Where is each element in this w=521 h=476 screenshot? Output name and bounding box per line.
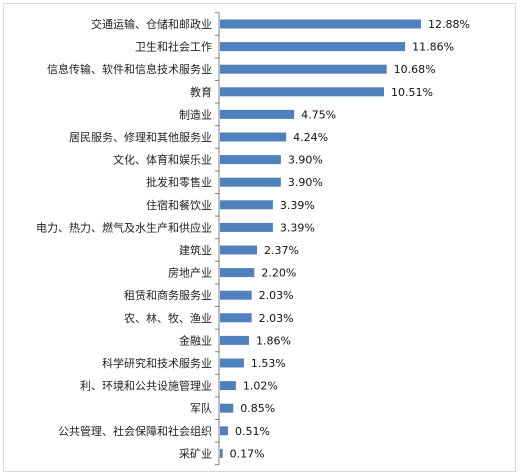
bar <box>220 64 387 74</box>
data-label: 3.39% <box>280 221 315 234</box>
data-label: 4.75% <box>301 108 336 121</box>
category-label: 利、环境和公共设施管理业 <box>80 379 212 393</box>
bar <box>220 177 281 187</box>
data-label: 0.17% <box>230 447 265 460</box>
category-label: 制造业 <box>179 107 212 121</box>
bar <box>220 87 385 97</box>
category-label: 农、林、牧、渔业 <box>124 311 212 325</box>
category-label: 租赁和商务服务业 <box>124 288 212 302</box>
category-label: 居民服务、修理和其他服务业 <box>69 130 212 144</box>
category-label: 房地产业 <box>168 266 212 280</box>
data-label: 4.24% <box>293 131 328 144</box>
bar <box>220 448 223 458</box>
data-label: 10.68% <box>394 63 436 76</box>
category-label: 金融业 <box>179 333 212 347</box>
bar <box>220 426 228 436</box>
bar <box>220 42 406 52</box>
category-label: 电力、热力、燃气及水生产和供应业 <box>36 220 212 234</box>
bar <box>220 132 287 142</box>
data-label: 11.86% <box>412 41 454 54</box>
category-label: 建筑业 <box>179 243 212 257</box>
bar <box>220 155 281 165</box>
bar <box>220 109 295 119</box>
chart-frame: 交通运输、仓储和邮政业 12.88% 卫生和社会工作 11.86% 信息传输、软件和信息… <box>3 3 516 472</box>
bar <box>220 403 234 413</box>
bar <box>220 358 244 368</box>
data-label: 3.39% <box>280 199 315 212</box>
bar <box>220 222 273 232</box>
category-label: 公共管理、社会保障和社会组织 <box>58 424 212 438</box>
category-label: 信息传输、软件和信息技术服务业 <box>47 62 212 76</box>
data-label: 2.20% <box>261 267 296 280</box>
bar <box>220 313 252 323</box>
category-label: 住宿和餐饮业 <box>146 198 212 212</box>
category-label: 科学研究和技术服务业 <box>102 356 212 370</box>
data-label: 2.03% <box>259 289 294 302</box>
data-label: 12.88% <box>428 18 470 31</box>
data-label: 3.90% <box>288 176 323 189</box>
bar <box>220 290 252 300</box>
data-label: 0.85% <box>240 402 275 415</box>
data-label: 10.51% <box>391 86 433 99</box>
bar <box>220 200 273 210</box>
category-label: 文化、体育和娱乐业 <box>113 153 212 167</box>
bar <box>220 19 421 29</box>
data-label: 1.53% <box>251 357 286 370</box>
data-label: 3.90% <box>288 154 323 167</box>
bar <box>220 245 257 255</box>
category-label: 教育 <box>190 85 212 99</box>
bar <box>220 335 250 345</box>
data-label: 2.03% <box>259 312 294 325</box>
category-label: 采矿业 <box>179 447 212 460</box>
data-label: 2.37% <box>264 244 299 257</box>
data-label: 1.86% <box>256 334 291 347</box>
category-label: 卫生和社会工作 <box>135 40 212 54</box>
bar <box>220 268 255 278</box>
category-label: 交通运输、仓储和邮政业 <box>91 17 212 31</box>
data-label: 0.51% <box>235 425 270 438</box>
bar-chart: 交通运输、仓储和邮政业 12.88% 卫生和社会工作 11.86% 信息传输、软件和信息… <box>36 12 470 466</box>
category-label: 批发和零售业 <box>146 175 212 189</box>
bar <box>220 381 236 391</box>
data-label: 1.02% <box>243 380 278 393</box>
category-label: 军队 <box>190 401 212 415</box>
